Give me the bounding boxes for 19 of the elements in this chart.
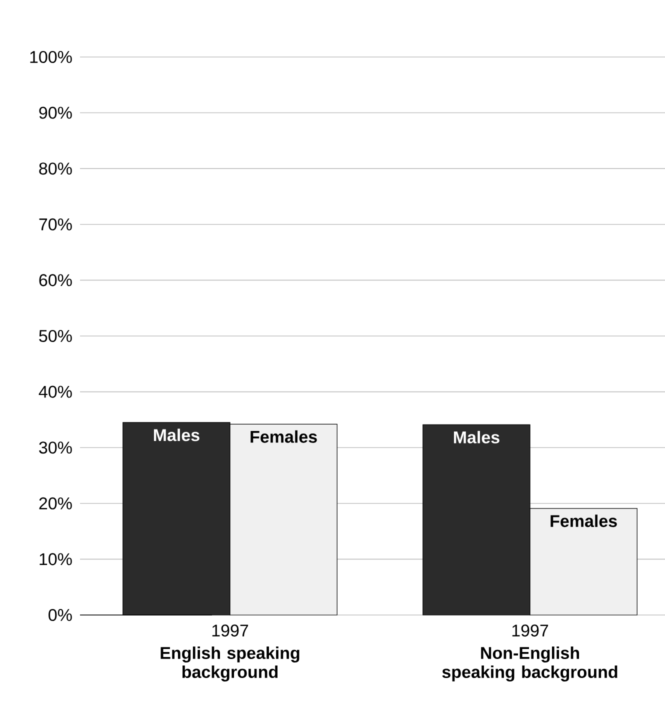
y-tick-label: 60% bbox=[39, 274, 72, 286]
y-tick-label: 0% bbox=[48, 608, 72, 622]
text: Males bbox=[454, 430, 500, 444]
y-tick-label: 50% bbox=[38, 330, 72, 342]
y-tick-label: 100% bbox=[30, 50, 72, 64]
x-tick-label: Non-English speaking background bbox=[442, 646, 618, 682]
y-tick-label: 90% bbox=[39, 106, 72, 119]
text: 1997 bbox=[512, 624, 548, 637]
y-tick-label: 40% bbox=[38, 386, 72, 398]
text: 1997 bbox=[212, 624, 248, 637]
series-label: Females bbox=[250, 430, 317, 443]
y-tick-label: 70% bbox=[39, 218, 72, 230]
y-tick-label: 80% bbox=[38, 162, 72, 175]
text: Females bbox=[550, 514, 617, 528]
x-tick-label: English speaking background bbox=[160, 646, 300, 682]
y-tick-label: 30% bbox=[38, 442, 72, 454]
y-tick-label: 10% bbox=[40, 553, 72, 566]
y-tick-label: 20% bbox=[39, 497, 72, 510]
series-label: Males bbox=[154, 428, 200, 442]
